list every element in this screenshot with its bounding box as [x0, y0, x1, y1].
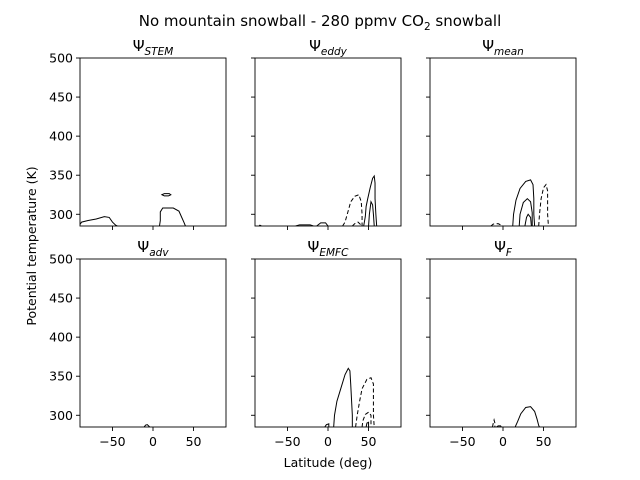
contour-line-positive	[295, 224, 314, 226]
y-tick-label: 350	[49, 369, 73, 384]
plot-frame	[79, 57, 227, 227]
plot-frame	[79, 258, 227, 428]
contour-group	[491, 406, 540, 427]
contour-line-positive	[143, 424, 151, 427]
x-axis-label: Latitude (deg)	[284, 455, 373, 470]
x-tick-label: −50	[99, 434, 125, 449]
panel-adv: Ψadv 300 350 400 450 500 −50 0 50	[49, 238, 227, 449]
contour-line-positive	[363, 174, 378, 226]
plot-frame	[429, 57, 577, 227]
plot-frame	[429, 258, 577, 428]
contour-group	[490, 179, 549, 226]
panel-eddy: Ψeddy	[251, 37, 402, 230]
panel-title: ΨEMFC	[308, 238, 350, 259]
contour-group	[324, 367, 375, 427]
contour-line-negative	[490, 223, 504, 226]
y-tick-label: 450	[49, 291, 73, 306]
contour-group	[80, 193, 186, 226]
panel-title: ΨF	[494, 238, 513, 259]
contour-line-positive	[368, 200, 375, 226]
x-tick-label: 50	[536, 434, 552, 449]
contour-group	[258, 174, 378, 226]
x-tick-label: 0	[149, 434, 157, 449]
panel-emfc: ΨEMFC −50 0 50	[251, 238, 402, 449]
x-tick-label: −50	[449, 434, 475, 449]
contour-line-negative	[355, 377, 375, 427]
panel-title: Ψeddy	[309, 37, 348, 58]
contour-line-positive	[496, 425, 502, 427]
contour-group	[143, 424, 151, 427]
panel-stem: ΨSTEM 300 350 400 450 500	[49, 37, 227, 230]
panel-title: ΨSTEM	[133, 37, 174, 58]
panel-title: Ψmean	[482, 37, 524, 58]
contour-line-negative	[342, 194, 363, 226]
contour-line-positive	[80, 216, 118, 226]
contour-line-negative	[491, 417, 496, 427]
y-tick-label: 400	[49, 129, 73, 144]
y-tick-label: 300	[49, 207, 73, 222]
x-tick-label: 0	[499, 434, 507, 449]
contour-line-positive	[518, 197, 533, 226]
contour-line-positive	[524, 213, 532, 226]
contour-line-positive	[160, 193, 172, 197]
contour-line-positive	[324, 423, 330, 427]
contour-line-positive	[514, 406, 540, 427]
y-tick-label: 500	[49, 252, 73, 267]
contour-line-negative	[361, 411, 372, 427]
panel-f: ΨF −50 0 50	[426, 238, 577, 449]
y-tick-label: 450	[49, 90, 73, 105]
x-tick-label: 0	[324, 434, 332, 449]
contour-line-positive	[365, 421, 370, 427]
panel-title: Ψadv	[137, 238, 169, 259]
plot-frame	[254, 57, 402, 227]
y-tick-label: 400	[49, 330, 73, 345]
x-tick-label: 50	[361, 434, 377, 449]
y-axis-label: Potential temperature (K)	[24, 166, 39, 325]
contour-line-positive	[158, 207, 186, 226]
y-tick-label: 300	[49, 408, 73, 423]
contour-line-positive	[512, 179, 536, 226]
figure-title-subscript: 2	[424, 21, 431, 33]
x-tick-label: 50	[186, 434, 202, 449]
y-tick-label: 500	[49, 51, 73, 66]
contour-line-negative	[351, 221, 362, 226]
contour-line-positive	[333, 367, 353, 427]
figure-title: No mountain snowball - 280 ppmv CO2 snow…	[139, 12, 502, 33]
contour-line-negative	[538, 183, 549, 226]
contour-line-positive	[316, 222, 329, 226]
x-tick-label: −50	[274, 434, 300, 449]
y-tick-label: 350	[49, 168, 73, 183]
plot-frame	[254, 258, 402, 428]
panel-mean: Ψmean	[426, 37, 577, 230]
